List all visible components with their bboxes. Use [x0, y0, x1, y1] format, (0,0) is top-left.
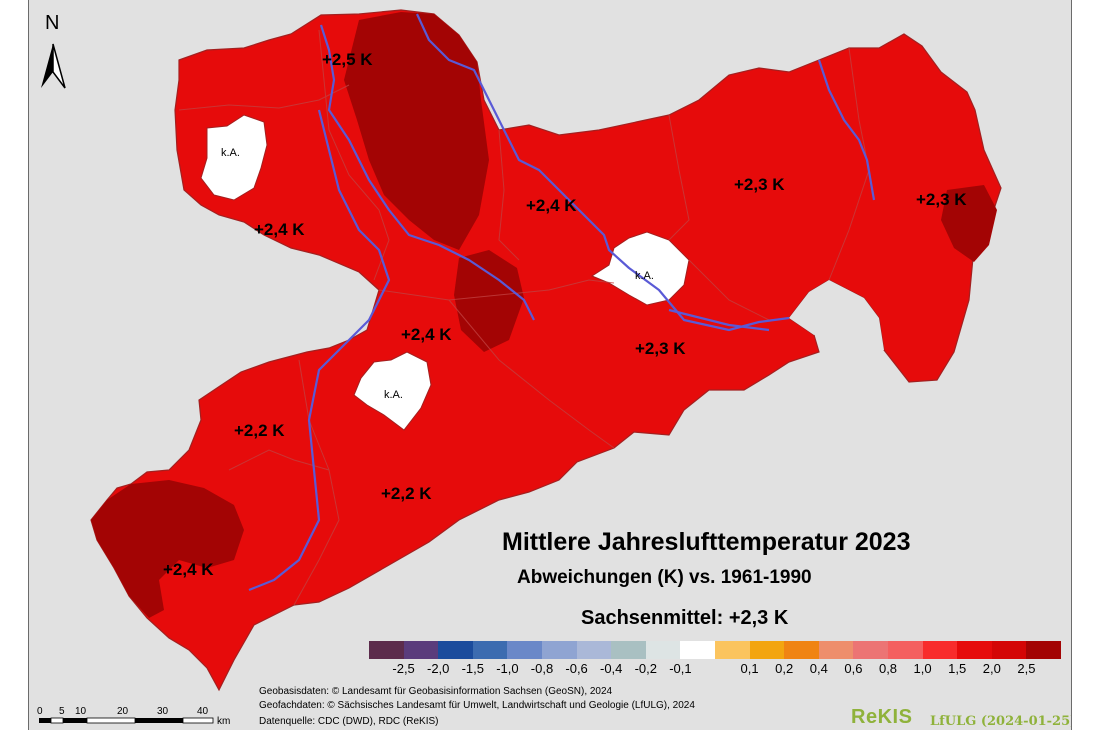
scale-tick-30: 30 [157, 706, 169, 717]
legend-tick-label: 1,5 [948, 661, 967, 676]
legend-swatch [714, 641, 750, 659]
hotspot-north [344, 12, 489, 250]
region-label-nordsachsen: +2,5 K [322, 50, 373, 69]
legend-swatch [1026, 641, 1061, 659]
region-label-goerlitz: +2,3 K [916, 190, 967, 209]
north-arrow-icon [41, 43, 66, 89]
scale-tick-10: 10 [75, 706, 87, 717]
hotspot-east [941, 185, 997, 262]
region-label-mittelsachsen: +2,4 K [401, 325, 452, 344]
legend-tick-label: -0,1 [669, 661, 692, 676]
legend-swatch [749, 641, 785, 659]
north-label: N [45, 12, 60, 34]
legend-swatch [957, 641, 992, 659]
legend-tick-label: 0,6 [844, 661, 863, 676]
legend-swatch [991, 641, 1027, 659]
legend-tick-label: 0,2 [775, 661, 794, 676]
legend-tick-label: -1,5 [461, 661, 484, 676]
legend-tick-label: -0,8 [530, 661, 554, 676]
legend-tick-label: 0,1 [740, 661, 759, 676]
rekis-logo: ReKIS [851, 706, 913, 728]
saxony-map-svg [39, 9, 1002, 724]
legend-swatch [818, 641, 854, 659]
legend-tick-label: 2,5 [1017, 661, 1036, 676]
no-data-label-leipzig: k.A. [221, 147, 240, 159]
credit-source: Datenquelle: CDC (DWD), RDC (ReKIS) [259, 716, 439, 727]
region-label-meissen: +2,4 K [526, 196, 577, 215]
no-data-label-chemnitz: k.A. [384, 389, 403, 401]
legend-swatch [887, 641, 923, 659]
legend-swatch [680, 641, 715, 659]
region-label-zwickau: +2,2 K [234, 421, 285, 440]
legend-swatch [541, 641, 577, 659]
region-label-leipzig: +2,4 K [254, 220, 305, 239]
legend-tick-label: -0,4 [599, 661, 623, 676]
map-subtitle: Abweichungen (K) vs. 1961-1990 [517, 567, 812, 588]
scale-tick-5: 5 [59, 706, 65, 717]
scale-unit: km [217, 716, 231, 727]
region-label-saechsische-schweiz: +2,3 K [635, 339, 686, 358]
scale-bar [39, 717, 214, 724]
region-label-erzgebirgskreis: +2,2 K [381, 484, 432, 503]
legend-swatch [403, 641, 439, 659]
no-data-east-pocket [789, 280, 884, 350]
map-canvas: N +2,5 K +2,4 K +2,4 K +2,3 K +2,3 K +2,… [28, 0, 1072, 730]
legend-swatch [853, 641, 888, 659]
legend-tick-label: -0,6 [565, 661, 588, 676]
rivers [248, 13, 876, 592]
legend-tick-label: -2,5 [392, 661, 415, 676]
legend-swatch [438, 641, 473, 659]
credit-geofach: Geofachdaten: © Sächsisches Landesamt fü… [259, 700, 695, 711]
scale-tick-40: 40 [197, 706, 209, 717]
region-label-vogtlandkreis: +2,4 K [163, 560, 214, 579]
region-label-bautzen: +2,3 K [734, 175, 785, 194]
legend-tick-label: -0,2 [634, 661, 657, 676]
producer-label: LfULG (2024-01-25) [930, 714, 1072, 729]
legend-color-bar [369, 641, 1061, 659]
no-data-leipzig [200, 114, 268, 201]
legend-swatch [611, 641, 646, 659]
legend-swatch [472, 641, 508, 659]
scale-tick-20: 20 [117, 706, 129, 717]
scale-tick-0: 0 [37, 706, 43, 717]
credit-geobasis: Geobasisdaten: © Landesamt für Geobasisi… [259, 686, 613, 697]
hotspot-southwest [91, 480, 244, 618]
legend-tick-label: -1,0 [496, 661, 519, 676]
legend-tick-label: 0,8 [878, 661, 898, 676]
no-data-chemnitz [353, 351, 432, 431]
no-data-label-dresden: k.A. [635, 270, 654, 282]
state-mean-label: Sachsenmittel: +2,3 K [581, 607, 789, 629]
no-data-dresden [590, 231, 690, 306]
legend-tick-label: 0,4 [809, 661, 828, 676]
legend-swatch [576, 641, 612, 659]
legend-tick-label: 1,0 [913, 661, 932, 676]
legend-swatch [507, 641, 542, 659]
legend-swatch [784, 641, 819, 659]
legend-swatch [369, 641, 404, 659]
legend-swatch [922, 641, 958, 659]
map-title: Mittlere Jahreslufttemperatur 2023 [502, 528, 911, 556]
legend-tick-label: -2,0 [426, 661, 450, 676]
legend-swatch [645, 641, 681, 659]
legend-tick-label: 2,0 [982, 661, 1001, 676]
